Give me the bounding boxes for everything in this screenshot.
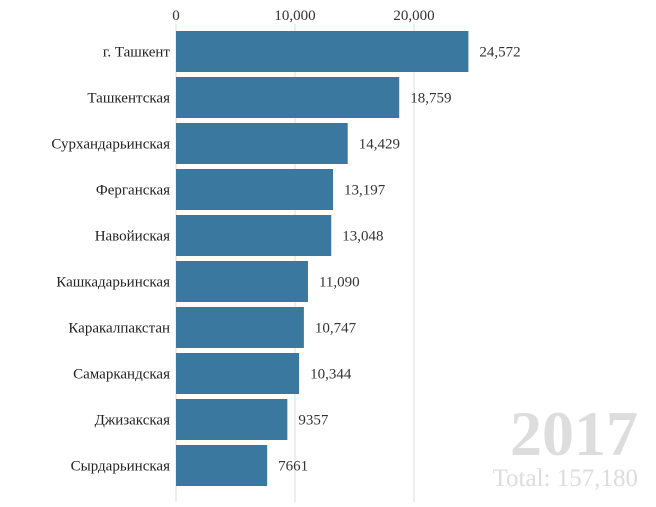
category-label: Ферганская xyxy=(96,183,170,199)
bar xyxy=(176,215,332,256)
category-label: Каракалпакстан xyxy=(68,321,170,337)
value-labels: 24,572 18,759 14,429 13,197 13,048 11,090 10,7… xyxy=(278,45,520,475)
category-label: Сырдарьинская xyxy=(71,459,170,475)
value-label: 13,048 xyxy=(342,229,383,245)
category-label: Сурхандарьинская xyxy=(51,137,170,153)
bar xyxy=(176,399,288,440)
value-label: 24,572 xyxy=(479,45,520,61)
bar xyxy=(176,261,308,302)
value-label: 18,759 xyxy=(410,91,451,107)
category-label: Джизакская xyxy=(95,413,170,429)
bar xyxy=(176,123,348,164)
value-label: 7661 xyxy=(278,459,308,475)
category-label: Самаркандская xyxy=(73,367,170,383)
bar xyxy=(176,31,469,72)
value-label: 11,090 xyxy=(319,275,360,291)
bar xyxy=(176,353,300,394)
value-label: 10,344 xyxy=(310,367,352,383)
year-label: 2017 xyxy=(510,398,638,469)
category-label: г. Ташкент xyxy=(103,45,171,61)
category-labels: г. Ташкент Ташкентская Сурхандарьинская Фер… xyxy=(51,45,170,475)
value-label: 13,197 xyxy=(344,183,386,199)
value-label: 9357 xyxy=(298,413,329,429)
x-tick-label: 10,000 xyxy=(274,8,315,24)
bar xyxy=(176,445,268,486)
x-tick-label: 20,000 xyxy=(393,8,434,24)
x-tick-label: 0 xyxy=(172,8,180,24)
category-label: Ташкентская xyxy=(87,91,170,107)
category-label: Кашкадарьинская xyxy=(56,275,170,291)
bar xyxy=(176,77,400,118)
total-label: Total: 157,180 xyxy=(493,465,638,492)
value-label: 14,429 xyxy=(359,137,400,153)
value-label: 10,747 xyxy=(315,321,357,337)
category-label: Навойиская xyxy=(95,229,170,245)
bar xyxy=(176,169,334,210)
bar xyxy=(176,307,304,348)
bars xyxy=(176,31,469,486)
x-axis-ticks: 0 10,000 20,000 xyxy=(172,8,434,24)
